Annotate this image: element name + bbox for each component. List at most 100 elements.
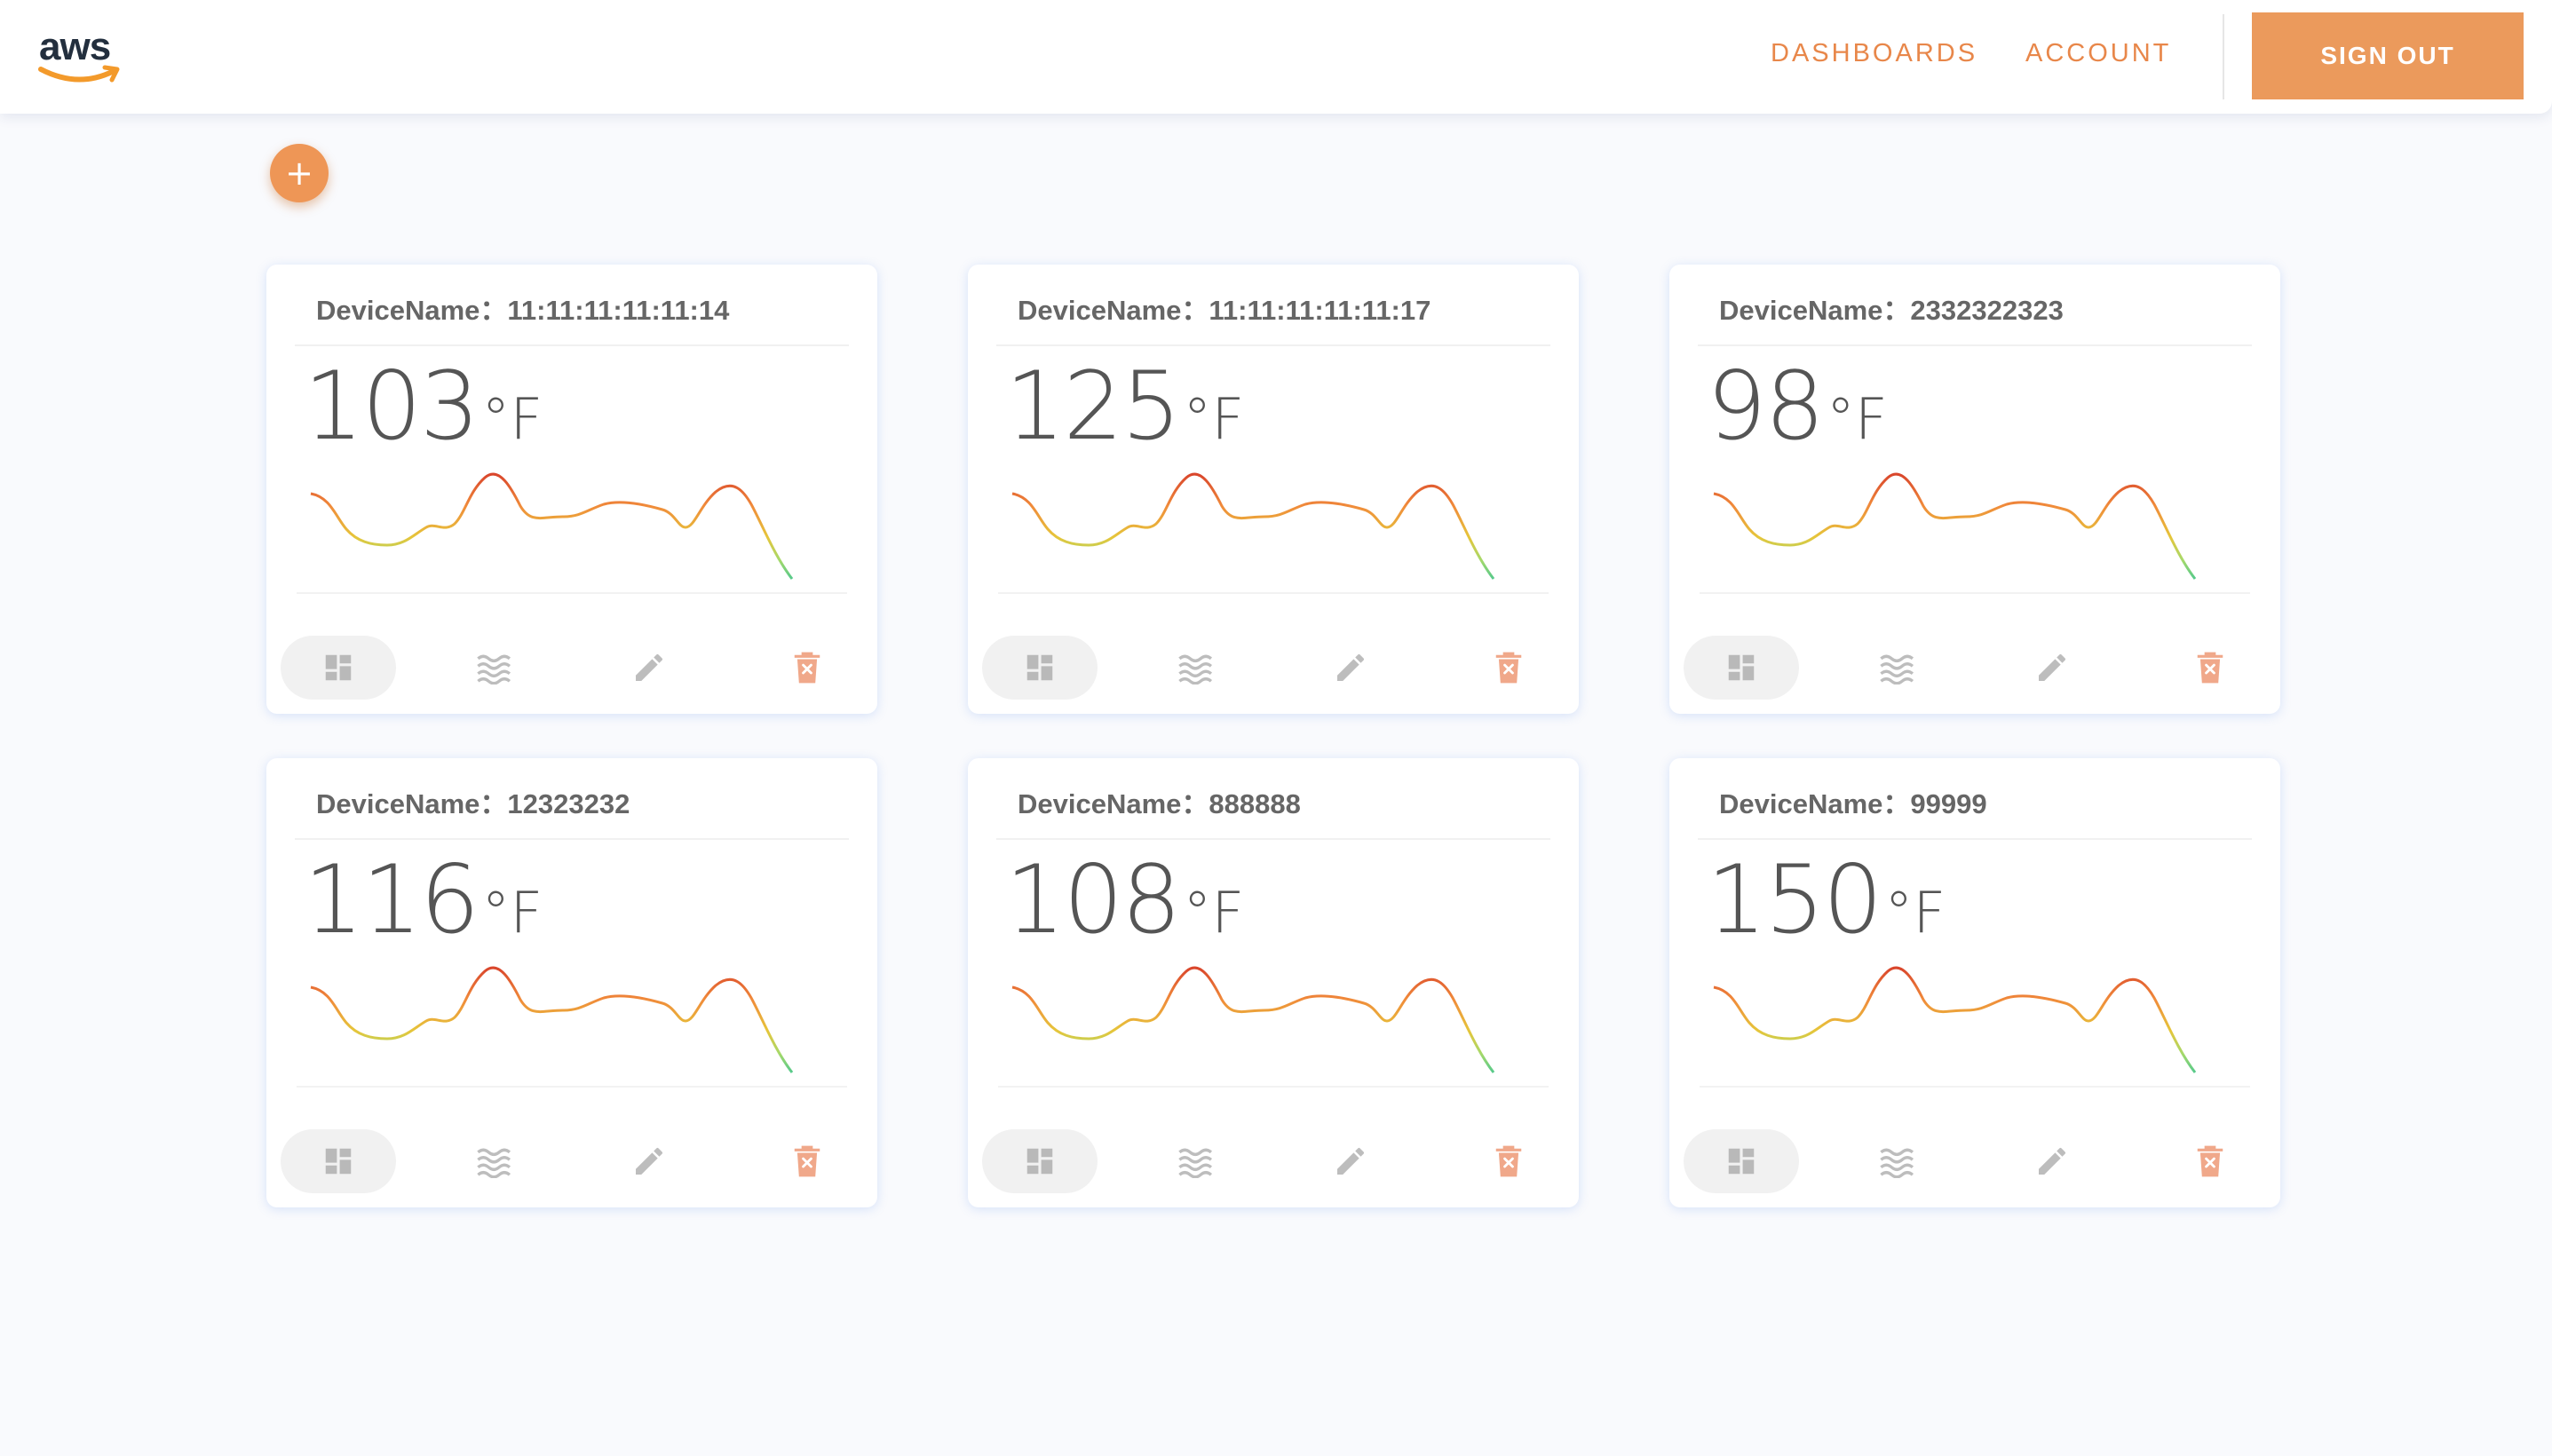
device-name-value: 11:11:11:11:11:17 bbox=[1209, 295, 1431, 326]
device-card[interactable]: DeviceName：888888 108°F bbox=[968, 758, 1579, 1207]
waves-icon bbox=[475, 651, 514, 684]
sparkline-path bbox=[1011, 472, 1495, 580]
pencil-icon bbox=[2034, 1143, 2070, 1179]
waves-button[interactable] bbox=[437, 636, 552, 700]
temperature-reading: 108°F bbox=[1005, 845, 1244, 954]
card-actions bbox=[1684, 636, 2266, 700]
waves-icon bbox=[1878, 1144, 1917, 1178]
waves-button[interactable] bbox=[1840, 1129, 1955, 1193]
edit-button[interactable] bbox=[1994, 1129, 2110, 1193]
waves-button[interactable] bbox=[1138, 636, 1254, 700]
edit-button[interactable] bbox=[591, 1129, 707, 1193]
aws-logo[interactable]: aws bbox=[36, 25, 133, 89]
temperature-unit: °F bbox=[1183, 881, 1245, 946]
device-name-label: DeviceName： bbox=[1018, 295, 1209, 326]
delete-icon bbox=[1492, 1143, 1526, 1180]
nav-account-link[interactable]: ACCOUNT bbox=[2025, 39, 2172, 67]
dashboard-button[interactable] bbox=[1684, 1129, 1799, 1193]
delete-button[interactable] bbox=[2152, 1129, 2268, 1193]
edit-button[interactable] bbox=[591, 636, 707, 700]
sparkline-path bbox=[310, 966, 794, 1073]
add-device-button[interactable]: + bbox=[270, 144, 329, 202]
delete-icon bbox=[2193, 1143, 2227, 1180]
card-actions bbox=[982, 1129, 1565, 1193]
nav-dashboards-link[interactable]: DASHBOARDS bbox=[1771, 39, 1978, 67]
delete-icon bbox=[790, 1143, 824, 1180]
device-name-value: 99999 bbox=[1910, 788, 1987, 819]
temperature-sparkline bbox=[297, 472, 847, 594]
edit-button[interactable] bbox=[1293, 1129, 1408, 1193]
card-divider bbox=[295, 838, 849, 840]
sparkline-path bbox=[310, 472, 794, 580]
temperature-unit: °F bbox=[481, 881, 543, 946]
waves-button[interactable] bbox=[437, 1129, 552, 1193]
pencil-icon bbox=[1333, 650, 1368, 685]
temperature-reading: 125°F bbox=[1005, 352, 1244, 461]
device-name-line: DeviceName：2332322323 bbox=[1719, 288, 2064, 328]
device-card[interactable]: DeviceName：2332322323 98°F bbox=[1669, 265, 2280, 714]
waves-icon bbox=[1177, 651, 1216, 684]
dashboard-icon bbox=[1023, 651, 1057, 684]
temperature-unit: °F bbox=[1826, 387, 1888, 453]
sparkline-path bbox=[1011, 966, 1495, 1073]
temperature-sparkline bbox=[998, 472, 1549, 594]
delete-icon bbox=[2193, 649, 2227, 686]
dashboard-icon bbox=[321, 1144, 355, 1178]
card-divider bbox=[1698, 838, 2252, 840]
delete-button[interactable] bbox=[2152, 636, 2268, 700]
device-name-line: DeviceName：12323232 bbox=[316, 781, 630, 821]
delete-button[interactable] bbox=[749, 636, 865, 700]
temperature-sparkline bbox=[1700, 472, 2250, 594]
delete-button[interactable] bbox=[1451, 1129, 1566, 1193]
device-card[interactable]: DeviceName：11:11:11:11:11:17 125°F bbox=[968, 265, 1579, 714]
card-divider bbox=[996, 344, 1550, 346]
device-name-label: DeviceName： bbox=[1719, 295, 1911, 326]
pencil-icon bbox=[631, 650, 667, 685]
dashboard-button[interactable] bbox=[1684, 636, 1799, 700]
temperature-value: 98 bbox=[1707, 352, 1825, 461]
device-card[interactable]: DeviceName：11:11:11:11:11:14 103°F bbox=[266, 265, 877, 714]
delete-button[interactable] bbox=[1451, 636, 1566, 700]
dashboard-button[interactable] bbox=[982, 636, 1098, 700]
waves-button[interactable] bbox=[1138, 1129, 1254, 1193]
card-actions bbox=[982, 636, 1565, 700]
card-actions bbox=[281, 636, 863, 700]
dashboard-button[interactable] bbox=[281, 636, 396, 700]
temperature-value: 108 bbox=[1005, 845, 1181, 954]
temperature-sparkline bbox=[998, 966, 1549, 1088]
dashboard-icon bbox=[1724, 651, 1758, 684]
temperature-sparkline bbox=[1700, 966, 2250, 1088]
waves-button[interactable] bbox=[1840, 636, 1955, 700]
device-name-label: DeviceName： bbox=[1018, 788, 1209, 819]
card-actions bbox=[281, 1129, 863, 1193]
dashboard-icon bbox=[1724, 1144, 1758, 1178]
device-name-label: DeviceName： bbox=[316, 295, 508, 326]
temperature-value: 116 bbox=[304, 845, 479, 954]
dashboard-button[interactable] bbox=[982, 1129, 1098, 1193]
card-divider bbox=[295, 344, 849, 346]
dashboard-icon bbox=[1023, 1144, 1057, 1178]
device-card[interactable]: DeviceName：12323232 116°F bbox=[266, 758, 877, 1207]
waves-icon bbox=[1177, 1144, 1216, 1178]
top-bar: aws DASHBOARDS ACCOUNT SIGN OUT bbox=[0, 0, 2552, 114]
temperature-sparkline bbox=[297, 966, 847, 1088]
edit-button[interactable] bbox=[1293, 636, 1408, 700]
dashboard-button[interactable] bbox=[281, 1129, 396, 1193]
dashboard-icon bbox=[321, 651, 355, 684]
delete-icon bbox=[790, 649, 824, 686]
pencil-icon bbox=[1333, 1143, 1368, 1179]
delete-button[interactable] bbox=[749, 1129, 865, 1193]
temperature-reading: 116°F bbox=[304, 845, 543, 954]
device-card[interactable]: DeviceName：99999 150°F bbox=[1669, 758, 2280, 1207]
device-name-line: DeviceName：11:11:11:11:11:14 bbox=[316, 288, 729, 328]
temperature-unit: °F bbox=[1183, 387, 1245, 453]
device-name-label: DeviceName： bbox=[316, 788, 508, 819]
device-name-value: 2332322323 bbox=[1910, 295, 2064, 326]
edit-button[interactable] bbox=[1994, 636, 2110, 700]
sign-out-button[interactable]: SIGN OUT bbox=[2252, 12, 2524, 99]
smile-arrow-icon bbox=[38, 65, 120, 83]
waves-icon bbox=[475, 1144, 514, 1178]
logo-text: aws bbox=[39, 25, 111, 68]
device-name-line: DeviceName：11:11:11:11:11:17 bbox=[1018, 288, 1431, 328]
sparkline-path bbox=[1713, 966, 2197, 1073]
